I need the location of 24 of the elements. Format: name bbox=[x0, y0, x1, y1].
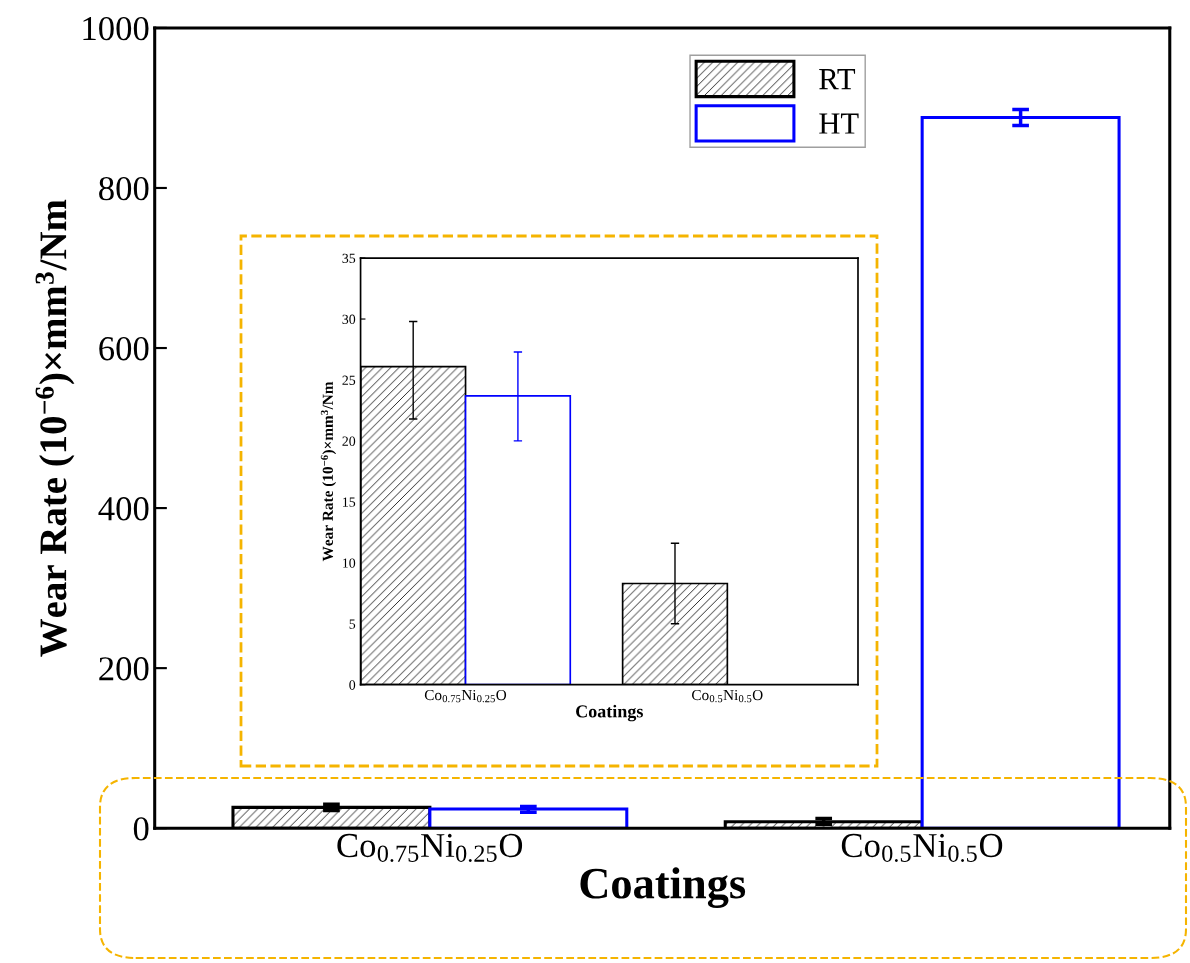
y-tick-label: 0 bbox=[133, 817, 149, 841]
y-tick-label: 30 bbox=[342, 314, 356, 324]
y-axis-title: Wear Rate (10$^{−6}$)×mm$^{3}$/Nm bbox=[35, 199, 75, 657]
y-tick-label: 600 bbox=[99, 336, 149, 361]
y-tick-label: 0 bbox=[349, 680, 356, 690]
x-tick-label: Co$_{0.75}$Ni$_{0.25}$O bbox=[337, 833, 523, 862]
x-tick-label: Co$_{0.5}$Ni$_{0.5}$O bbox=[692, 689, 763, 703]
y-tick-label: 10 bbox=[343, 558, 356, 568]
x-tick-label: Co$_{0.5}$Ni$_{0.5}$O bbox=[841, 833, 1003, 862]
y-tick-label: 5 bbox=[349, 619, 356, 629]
y-tick-label: 200 bbox=[99, 657, 149, 681]
legend-label: HT bbox=[819, 113, 859, 134]
legend-label: RT bbox=[819, 69, 856, 90]
x-axis-title: Coatings bbox=[580, 867, 746, 908]
y-tick-label: 1000 bbox=[83, 16, 149, 41]
y-tick-label: 35 bbox=[342, 253, 356, 264]
x-tick-label: Co$_{0.75}$Ni$_{0.25}$O bbox=[424, 689, 507, 703]
y-tick-label: 800 bbox=[99, 176, 149, 201]
y-axis-title: Wear Rate (10$^{−6}$)×mm$^{3}$/Nm bbox=[320, 381, 337, 562]
y-tick-label: 25 bbox=[342, 375, 356, 385]
y-tick-label: 400 bbox=[98, 497, 149, 521]
x-axis-title: Coatings bbox=[576, 704, 643, 722]
y-tick-label: 20 bbox=[342, 436, 356, 446]
y-tick-label: 15 bbox=[343, 497, 356, 507]
